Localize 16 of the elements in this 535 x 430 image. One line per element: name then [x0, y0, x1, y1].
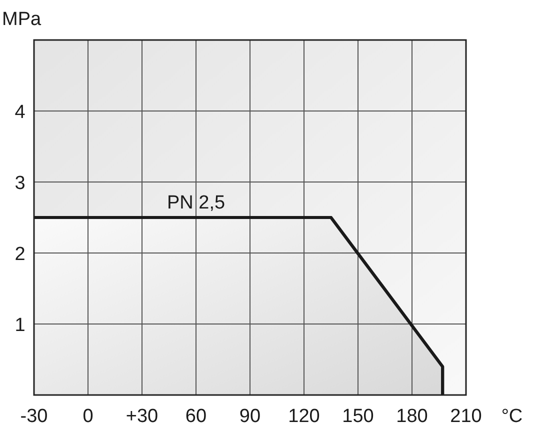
- x-tick-label: 210: [450, 406, 482, 427]
- x-tick-label: 150: [342, 406, 374, 427]
- x-tick-label: 120: [288, 406, 320, 427]
- x-tick-label: 90: [239, 406, 261, 427]
- y-tick-label: 4: [14, 102, 26, 123]
- y-axis-title: MPa: [2, 9, 42, 30]
- x-tick-label: 60: [185, 406, 207, 427]
- y-tick-label: 3: [14, 173, 26, 194]
- y-tick-label: 1: [14, 315, 26, 336]
- x-tick-label: 180: [396, 406, 428, 427]
- x-axis-title: °C: [501, 406, 523, 427]
- x-tick-label: -30: [20, 406, 48, 427]
- y-tick-label: 2: [14, 244, 26, 265]
- annotation: PN 2,5: [166, 192, 226, 214]
- x-tick-label: +30: [126, 406, 158, 427]
- x-tick-label: 0: [82, 406, 94, 427]
